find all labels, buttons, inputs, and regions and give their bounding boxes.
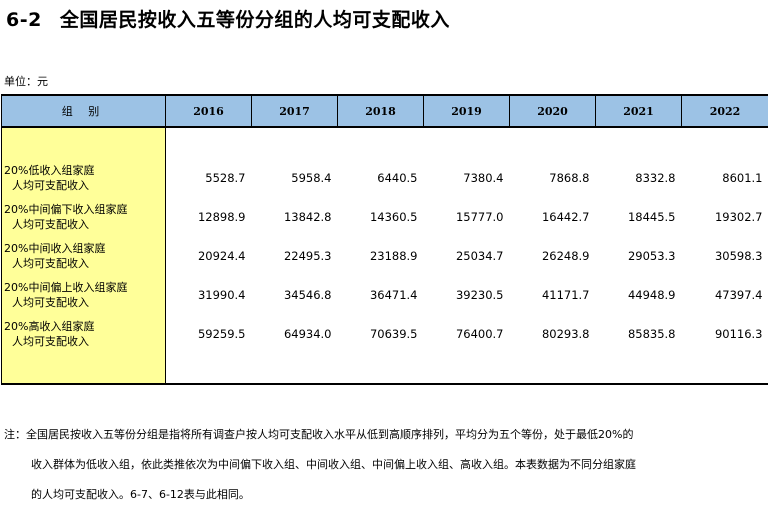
row-label-group: 20%中间偏上收入组家庭 [4,280,128,294]
row-label-metric: 人均可支配收入 [12,178,89,192]
cell-value: 34546.8 [283,287,332,302]
cell-value: 5528.7 [205,170,246,185]
header-year: 2017 [251,94,338,128]
table-number: 6-2 [6,9,42,31]
cell-value: 36471.4 [369,287,418,302]
row-label-metric: 人均可支配收入 [12,295,89,309]
cell-value: 70639.5 [369,326,418,341]
cell-value: 90116.3 [714,326,763,341]
row-label-metric: 人均可支配收入 [12,334,89,348]
cell-value: 7868.8 [549,170,590,185]
cell-value: 8601.1 [722,170,763,185]
cell-value: 22495.3 [283,248,332,263]
cell-value: 25034.7 [455,248,504,263]
header-year: 2018 [337,94,424,128]
row-label: 20%低收入组家庭 人均可支配收入 [1,158,166,197]
cell-value: 64934.0 [283,326,332,341]
header-year: 2022 [681,94,768,128]
cell-value: 14360.5 [369,209,418,224]
note-line: 注：全国居民按收入五等份分组是指将所有调查户按人均可支配收入水平从低到高顺序排列… [4,428,634,441]
spacer-row [1,127,768,158]
header-year: 2016 [165,94,252,128]
cell-value: 39230.5 [455,287,504,302]
cell-value: 6440.5 [377,170,418,185]
table-row: 20%中间收入组家庭 人均可支配收入 20924.4 22495.3 23188.9 25… [1,236,768,275]
row-label: 20%中间偏下收入组家庭 人均可支配收入 [1,197,166,236]
table-row: 20%中间偏上收入组家庭 人均可支配收入 31990.4 34546.8 36471.4… [1,275,768,314]
row-label: 20%中间偏上收入组家庭 人均可支配收入 [1,275,166,314]
cell-value: 31990.4 [197,287,246,302]
table-title: 全国居民按收入五等份分组的人均可支配收入 [59,9,450,31]
header-year: 2020 [509,94,596,128]
note-line: 的人均可支配收入。6-7、6-12表与此相同。 [31,488,250,501]
row-label-group: 20%中间偏下收入组家庭 [4,202,128,216]
cell-value: 23188.9 [369,248,418,263]
cell-value: 30598.3 [714,248,763,263]
cell-value: 41171.7 [541,287,590,302]
cell-value: 18445.5 [627,209,676,224]
note-line: 收入群体为低收入组，依此类推依次为中间偏下收入组、中间收入组、中间偏上收入组、高… [31,458,636,471]
cell-value: 44948.9 [627,287,676,302]
cell-value: 5958.4 [291,170,332,185]
cell-value: 76400.7 [455,326,504,341]
row-label-group: 20%高收入组家庭 [4,319,95,333]
cell-value: 8332.8 [635,170,676,185]
row-label-group: 20%低收入组家庭 [4,163,95,177]
cell-value: 59259.5 [197,326,246,341]
cell-value: 29053.3 [627,248,676,263]
row-label-metric: 人均可支配收入 [12,217,89,231]
row-label-metric: 人均可支配收入 [12,256,89,270]
cell-value: 19302.7 [714,209,763,224]
header-year: 2021 [595,94,682,128]
unit-label: 单位：元 [4,75,48,88]
cell-value: 13842.8 [283,209,332,224]
cell-value: 7380.4 [463,170,504,185]
table-row: 20%高收入组家庭 人均可支配收入 59259.5 64934.0 70639.5 764… [1,314,768,353]
cell-value: 20924.4 [197,248,246,263]
page-title: 6-2 全国居民按收入五等份分组的人均可支配收入 [6,5,450,32]
cell-value: 15777.0 [455,209,504,224]
row-label: 20%中间收入组家庭 人均可支配收入 [1,236,166,275]
cell-value: 16442.7 [541,209,590,224]
header-year: 2019 [423,94,510,128]
cell-value: 26248.9 [541,248,590,263]
table-row: 20%低收入组家庭 人均可支配收入 5528.7 5958.4 6440.5 7380.4… [1,158,768,197]
cell-value: 47397.4 [714,287,763,302]
row-label-group: 20%中间收入组家庭 [4,241,106,255]
cell-value: 12898.9 [197,209,246,224]
income-table: 组 别 2016 2017 2018 2019 2020 2021 2022 2… [1,94,768,385]
notes: 注：全国居民按收入五等份分组是指将所有调查户按人均可支配收入水平从低到高顺序排列… [4,420,764,510]
table-row: 20%中间偏下收入组家庭 人均可支配收入 12898.9 13842.8 14360.5… [1,197,768,236]
table-header-row: 组 别 2016 2017 2018 2019 2020 2021 2022 [1,94,768,128]
spacer-row [1,353,768,385]
row-label: 20%高收入组家庭 人均可支配收入 [1,314,166,353]
cell-value: 85835.8 [627,326,676,341]
header-group: 组 别 [1,94,166,128]
cell-value: 80293.8 [541,326,590,341]
